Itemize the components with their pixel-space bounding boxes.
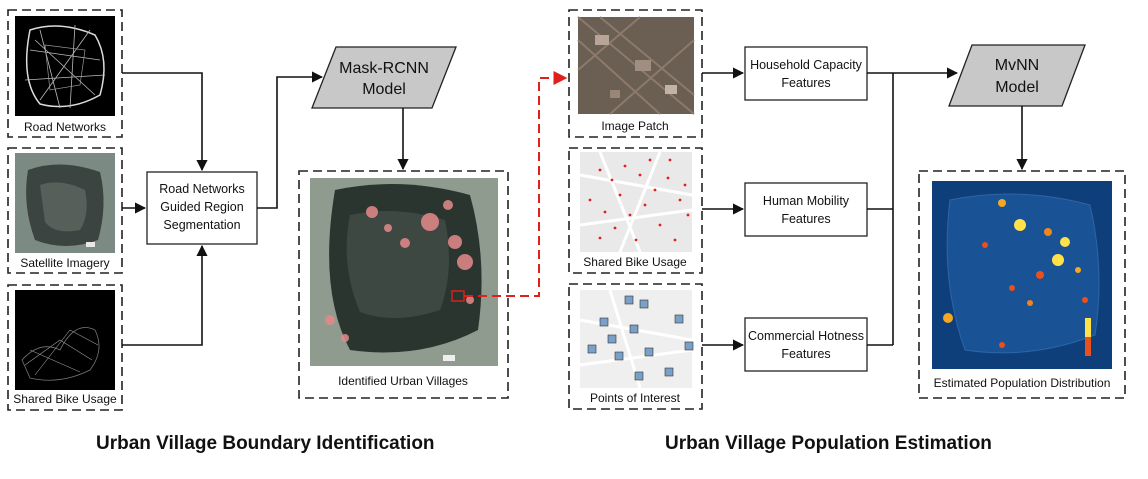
segmentation-line-2: Guided Region — [160, 200, 243, 214]
satellite-imagery-panel: Satellite Imagery — [7, 147, 123, 274]
satellite-imagery-image — [15, 153, 115, 253]
segmentation-line-3: Segmentation — [163, 218, 240, 232]
road-networks-panel: Road Networks — [7, 9, 123, 138]
household-line-1: Household Capacity — [750, 58, 863, 72]
points-of-interest-panel: Points of Interest — [568, 283, 703, 410]
segmentation-box: Road Networks Guided Region Segmentation — [146, 171, 258, 245]
household-line-2: Features — [781, 76, 830, 90]
village-to-image-patch-red-arrow — [464, 71, 568, 297]
bike-to-segmentation-arrow — [122, 244, 208, 346]
points-of-interest-label: Points of Interest — [590, 391, 681, 405]
image-patch-image — [577, 16, 695, 115]
mvnn-line-2: Model — [995, 79, 1039, 96]
commercial-line-1: Commercial Hotness — [748, 329, 864, 343]
shared-bike-usage-image — [579, 151, 693, 253]
mobility-line-2: Features — [781, 212, 830, 226]
commercial-line-2: Features — [781, 347, 830, 361]
shared-bike-usage-panel: Shared Bike Usage — [568, 147, 703, 274]
human-mobility-box: Human Mobility Features — [744, 182, 868, 237]
road-networks-label: Road Networks — [24, 120, 106, 134]
segmentation-to-maskrcnn-arrow — [257, 71, 324, 209]
mask-rcnn-model: Mask-RCNN Model — [311, 46, 457, 109]
segmentation-line-1: Road Networks — [159, 182, 244, 196]
image-patch-label: Image Patch — [601, 119, 668, 133]
road-networks-image — [15, 16, 115, 116]
shared-bike-usage-left-panel: Shared Bike Usage — [7, 284, 123, 411]
identified-urban-villages-label: Identified Urban Villages — [338, 374, 468, 388]
satellite-imagery-label: Satellite Imagery — [20, 256, 109, 270]
urban-villages-map — [310, 178, 498, 366]
road-to-segmentation-arrow — [122, 72, 208, 172]
image-patch-panel: Image Patch — [568, 9, 703, 138]
commercial-hotness-box: Commercial Hotness Features — [744, 317, 868, 372]
population-map — [932, 181, 1112, 369]
points-of-interest-image — [579, 289, 694, 389]
shared-bike-usage-label: Shared Bike Usage — [583, 255, 687, 269]
mobility-line-1: Human Mobility — [763, 194, 850, 208]
section-title-population-estimation: Urban Village Population Estimation — [665, 433, 992, 454]
mvnn-line-1: MvNN — [995, 57, 1039, 74]
estimated-population-panel: Estimated Population Distribution — [918, 170, 1126, 399]
mask-rcnn-line-2: Model — [362, 81, 406, 98]
household-capacity-box: Household Capacity Features — [744, 46, 868, 101]
section-title-boundary-identification: Urban Village Boundary Identification — [96, 433, 435, 454]
shared-bike-usage-left-label: Shared Bike Usage — [13, 392, 117, 406]
estimated-population-label: Estimated Population Distribution — [934, 376, 1111, 390]
shared-bike-left-image — [15, 290, 115, 390]
identified-urban-villages-panel: Identified Urban Villages — [298, 170, 509, 399]
mvnn-model: MvNN Model — [948, 44, 1086, 107]
mask-rcnn-line-1: Mask-RCNN — [339, 60, 429, 77]
